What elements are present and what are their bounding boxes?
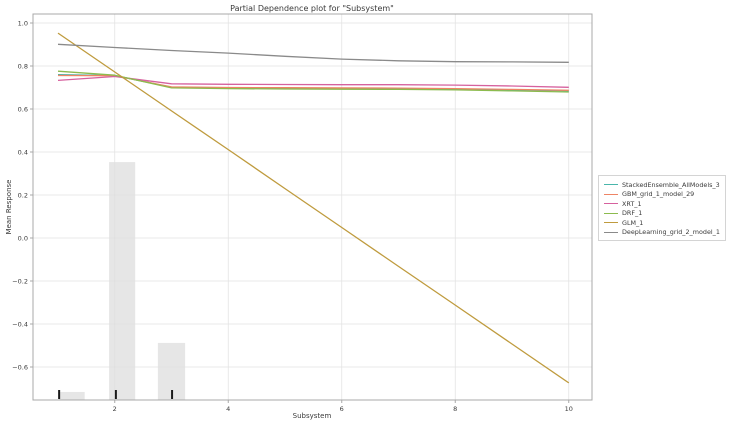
y-tick-label: 0.8 — [18, 62, 28, 70]
x-tick-label: 6 — [340, 405, 344, 413]
x-tick-label: 2 — [113, 405, 117, 413]
y-axis-label: Mean Response — [5, 180, 13, 235]
x-tick-label: 4 — [226, 405, 230, 413]
legend-item-label: GLM_1 — [622, 218, 644, 227]
histogram-bar — [109, 162, 136, 400]
legend-item: StackedEnsemble_AllModels_3 — [604, 180, 720, 190]
legend-item: DRF_1 — [604, 209, 720, 219]
legend-item: GLM_1 — [604, 218, 720, 228]
legend-item-label: DeepLearning_grid_2_model_1 — [622, 228, 720, 237]
rug-mark — [171, 390, 174, 399]
rug-marks — [58, 390, 174, 399]
rug-mark — [114, 390, 117, 399]
legend-line-swatch — [604, 231, 618, 233]
legend-line-swatch — [604, 193, 618, 195]
y-tick-label: −0.6 — [12, 363, 28, 371]
legend-item: XRT_1 — [604, 199, 720, 209]
y-tick-label: −0.4 — [12, 320, 28, 328]
pdp-lines — [57, 32, 570, 384]
legend-item-label: GBM_grid_1_model_29 — [622, 190, 695, 199]
x-tick-label: 10 — [565, 405, 573, 413]
pdp-line-GLM_1 — [57, 32, 570, 384]
pdp-line-DeepLearning_grid_2_model_1 — [57, 43, 569, 63]
legend-item-label: XRT_1 — [622, 199, 642, 208]
y-tick-label: −0.2 — [12, 277, 28, 285]
legend-item: DeepLearning_grid_2_model_1 — [604, 228, 720, 238]
pdp-line-XRT_1 — [57, 75, 569, 88]
pdp-line-GBM_grid_1_model_29 — [57, 74, 569, 91]
plot-border — [32, 13, 593, 401]
y-tick-label: 1.0 — [18, 19, 28, 27]
legend: StackedEnsemble_AllModels_3 GBM_grid_1_mo… — [598, 175, 726, 241]
y-tick-label: 0.4 — [18, 148, 28, 156]
legend-line-swatch — [604, 203, 618, 205]
y-tick-label: 0.2 — [18, 191, 28, 199]
x-tick-label: 8 — [453, 405, 457, 413]
legend-item-label: StackedEnsemble_AllModels_3 — [622, 180, 720, 189]
histogram-bar — [59, 391, 85, 400]
x-axis-label: Subsystem — [293, 412, 332, 420]
y-tick-label: 0.6 — [18, 105, 28, 113]
histogram-bars — [59, 162, 186, 400]
legend-line-swatch — [604, 212, 618, 214]
rug-mark — [58, 390, 61, 399]
legend-item: GBM_grid_1_model_29 — [604, 190, 720, 200]
y-tick-label: 0.0 — [18, 234, 28, 242]
pdp-line-DRF_1 — [57, 70, 569, 93]
legend-item-label: DRF_1 — [622, 209, 643, 218]
legend-line-swatch — [604, 184, 618, 186]
legend-line-swatch — [604, 222, 618, 224]
chart-title: Partial Dependence plot for "Subsystem" — [230, 4, 394, 13]
